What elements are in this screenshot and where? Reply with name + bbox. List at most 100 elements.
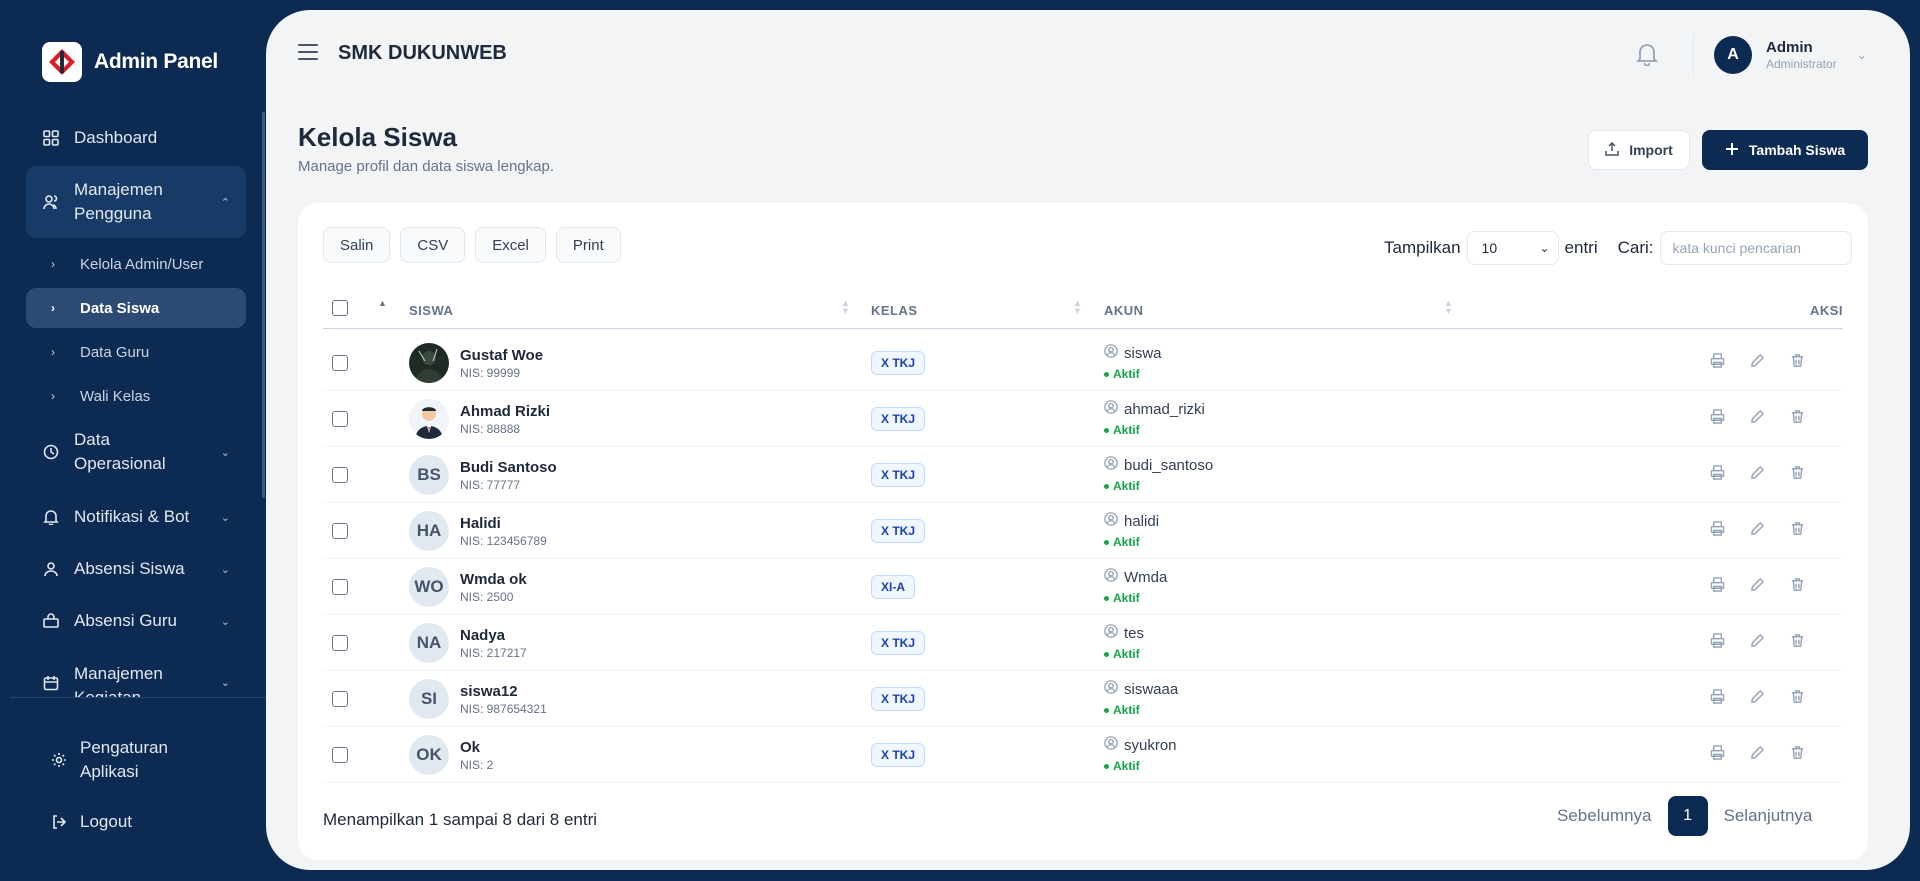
chevron-down-icon: ⌄ <box>220 446 230 459</box>
sidebar-scrollbar[interactable] <box>262 112 265 498</box>
sidebar-item-manajemen-pengguna[interactable]: Manajemen Pengguna ⌃ <box>26 166 246 238</box>
calendar-icon <box>42 674 60 692</box>
sidebar-item-data-guru[interactable]: › Data Guru <box>26 332 246 372</box>
csv-button[interactable]: CSV <box>400 227 466 263</box>
print-button[interactable] <box>1708 745 1726 764</box>
print-button[interactable] <box>1708 353 1726 372</box>
table-row: OK Ok NIS: 2 X TKJ syukron Aktif <box>323 727 1843 783</box>
logout-button[interactable]: Logout <box>50 802 132 842</box>
print-button[interactable] <box>1708 465 1726 484</box>
row-checkbox[interactable] <box>332 635 348 651</box>
edit-icon <box>1750 577 1765 597</box>
sidebar-item-data-operasional[interactable]: Data Operasional ⌄ <box>26 424 246 480</box>
edit-button[interactable] <box>1748 353 1766 372</box>
prev-page-button[interactable]: Sebelumnya <box>1557 806 1652 825</box>
next-page-button[interactable]: Selanjutnya <box>1723 806 1813 825</box>
edit-button[interactable] <box>1748 577 1766 597</box>
row-checkbox[interactable] <box>332 411 348 427</box>
menu-icon[interactable] <box>298 44 318 60</box>
row-checkbox[interactable] <box>332 523 348 539</box>
sidebar-item-notifikasi[interactable]: Notifikasi & Bot ⌄ <box>26 497 246 537</box>
delete-button[interactable] <box>1788 746 1806 764</box>
row-checkbox[interactable] <box>332 691 348 707</box>
student-name: Budi Santoso <box>460 459 557 476</box>
user-circle-icon <box>1104 568 1118 586</box>
column-header-siswa[interactable]: SISWA <box>409 303 454 318</box>
bell-icon[interactable] <box>1635 42 1659 71</box>
avatar: A <box>1714 36 1752 74</box>
clock-icon <box>42 443 60 461</box>
edit-icon <box>1750 465 1765 485</box>
status-dot <box>1104 651 1109 657</box>
status-badge: Aktif <box>1104 367 1140 381</box>
delete-button[interactable] <box>1788 522 1806 540</box>
sidebar-item-absensi-siswa[interactable]: Absensi Siswa ⌄ <box>26 549 246 589</box>
account-username-text: syukron <box>1124 736 1177 754</box>
edit-button[interactable] <box>1748 465 1766 485</box>
row-checkbox[interactable] <box>332 747 348 763</box>
page-size-select[interactable]: 10 ⌄ <box>1466 231 1559 265</box>
student-nis: NIS: 77777 <box>460 478 521 492</box>
edit-button[interactable] <box>1748 689 1766 708</box>
brand[interactable]: Admin Panel <box>42 42 218 82</box>
status-badge: Aktif <box>1104 703 1140 717</box>
print-button[interactable] <box>1708 689 1726 708</box>
sidebar-item-manajemen-kegiatan[interactable]: Manajemen Kegiatan ⌄ <box>26 658 246 698</box>
sort-icon[interactable]: ▲ ▼ <box>1444 298 1453 316</box>
import-button[interactable]: Import <box>1588 130 1690 170</box>
print-button[interactable] <box>1708 577 1726 596</box>
student-nis: NIS: 2 <box>460 758 494 772</box>
pagination: Sebelumnya 1 Selanjutnya <box>1555 796 1814 836</box>
class-badge: X TKJ <box>871 407 926 431</box>
delete-button[interactable] <box>1788 466 1806 484</box>
account-username-text: halidi <box>1124 512 1160 530</box>
user-menu[interactable]: A Admin Administrator ⌄ <box>1714 36 1867 74</box>
status-badge: Aktif <box>1104 423 1140 437</box>
row-checkbox[interactable] <box>332 467 348 483</box>
sidebar-item-absensi-guru[interactable]: Absensi Guru ⌄ <box>26 601 246 641</box>
table-row: SI siswa12 NIS: 987654321 X TKJ siswaaa Aktif <box>323 671 1843 727</box>
sort-icon[interactable]: ▲ ▼ <box>841 298 850 316</box>
sidebar-item-pengaturan[interactable]: Pengaturan Aplikasi <box>50 735 190 785</box>
account-username-text: tes <box>1124 624 1145 642</box>
delete-button[interactable] <box>1788 690 1806 708</box>
print-button[interactable] <box>1708 409 1726 428</box>
edit-button[interactable] <box>1748 521 1766 540</box>
row-checkbox[interactable] <box>332 355 348 371</box>
add-student-button[interactable]: Tambah Siswa <box>1702 130 1868 170</box>
column-header-kelas[interactable]: KELAS <box>871 303 918 318</box>
column-header-akun[interactable]: AKUN <box>1104 303 1144 318</box>
copy-button[interactable]: Salin <box>323 227 391 263</box>
chevron-down-icon: ⌄ <box>1856 48 1867 62</box>
edit-icon <box>1750 633 1765 653</box>
user-circle-icon <box>1104 400 1118 418</box>
delete-button[interactable] <box>1788 410 1806 428</box>
row-checkbox[interactable] <box>332 579 348 595</box>
edit-button[interactable] <box>1748 633 1766 653</box>
sidebar-item-data-siswa[interactable]: › Data Siswa <box>26 288 246 328</box>
select-all-checkbox[interactable] <box>332 300 348 316</box>
print-button[interactable]: Print <box>555 227 621 263</box>
student-avatar: OK <box>409 735 449 775</box>
print-button[interactable] <box>1708 521 1726 540</box>
sidebar-item-kelola-admin[interactable]: › Kelola Admin/User <box>26 244 246 284</box>
students-card: Salin CSV Excel Print Tampilkan 10 ⌄ ent… <box>298 203 1868 860</box>
class-badge: X TKJ <box>871 743 926 767</box>
sidebar-item-label: Absensi Guru <box>74 611 177 630</box>
delete-button[interactable] <box>1788 354 1806 372</box>
edit-button[interactable] <box>1748 409 1766 428</box>
page-number-button[interactable]: 1 <box>1667 796 1708 836</box>
delete-button[interactable] <box>1788 634 1806 652</box>
student-nis: NIS: 123456789 <box>460 534 547 548</box>
sort-icon[interactable]: ▲ <box>378 298 387 308</box>
sort-icon[interactable]: ▲ ▼ <box>1073 298 1082 316</box>
sidebar-item-dashboard[interactable]: Dashboard <box>26 118 246 158</box>
search-input[interactable] <box>1659 231 1852 265</box>
status-dot <box>1104 763 1109 769</box>
delete-button[interactable] <box>1788 578 1806 596</box>
print-button[interactable] <box>1708 633 1726 652</box>
chevron-right-icon: › <box>51 257 55 271</box>
edit-button[interactable] <box>1748 745 1766 764</box>
excel-button[interactable]: Excel <box>475 227 546 263</box>
sidebar-item-wali-kelas[interactable]: › Wali Kelas <box>26 376 246 416</box>
